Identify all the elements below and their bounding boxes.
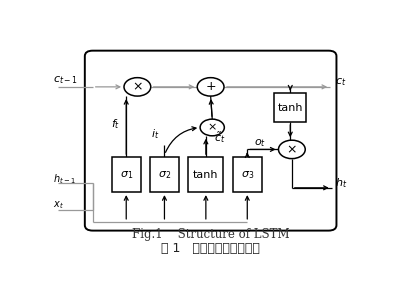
Circle shape: [279, 140, 305, 159]
Text: tanh: tanh: [277, 103, 303, 113]
Text: 图 1   长短时记忆网络结构: 图 1 长短时记忆网络结构: [161, 242, 260, 255]
Circle shape: [197, 78, 224, 96]
Text: $\times$: $\times$: [132, 80, 143, 93]
Circle shape: [200, 119, 224, 136]
Text: $\times$: $\times$: [286, 143, 297, 156]
Text: $\sigma_2$: $\sigma_2$: [158, 169, 171, 181]
Bar: [150, 157, 179, 192]
Text: $\tilde{c}_t$: $\tilde{c}_t$: [214, 130, 225, 145]
Text: $f_t$: $f_t$: [111, 117, 120, 131]
Text: Fig.1    Structure of LSTM: Fig.1 Structure of LSTM: [132, 229, 289, 241]
Text: $c_{t-1}$: $c_{t-1}$: [53, 74, 78, 86]
Bar: [275, 93, 306, 122]
Text: $+$: $+$: [205, 80, 216, 93]
Text: $\times$: $\times$: [207, 122, 217, 133]
FancyBboxPatch shape: [85, 51, 337, 231]
Circle shape: [124, 78, 151, 96]
Text: $h_t$: $h_t$: [335, 176, 347, 190]
Bar: [112, 157, 141, 192]
Text: $o_t$: $o_t$: [254, 137, 266, 149]
Text: $x_t$: $x_t$: [53, 200, 64, 211]
Bar: [233, 157, 261, 192]
Text: tanh: tanh: [193, 170, 219, 180]
Bar: [188, 157, 224, 192]
Text: $i_t$: $i_t$: [151, 127, 159, 141]
Text: $c_t$: $c_t$: [335, 77, 346, 88]
Text: $h_{t-1}$: $h_{t-1}$: [53, 172, 76, 186]
Text: $\sigma_3$: $\sigma_3$: [240, 169, 254, 181]
Text: $\sigma_1$: $\sigma_1$: [120, 169, 133, 181]
